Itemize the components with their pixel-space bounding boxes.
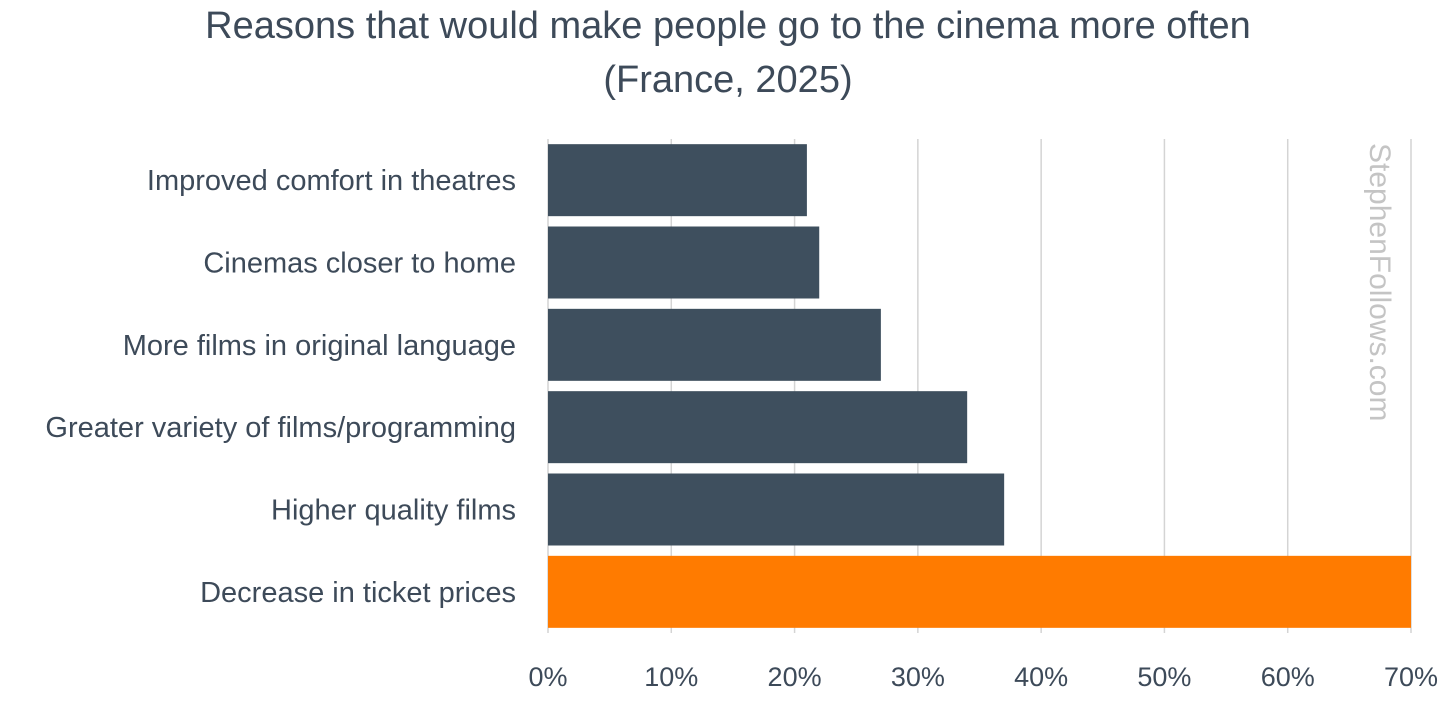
chart-title: Reasons that would make people go to the… xyxy=(205,5,1251,47)
category-label: Decrease in ticket prices xyxy=(200,577,516,609)
category-label: More films in original language xyxy=(123,330,516,362)
bars xyxy=(548,144,1411,628)
category-label: Greater variety of films/programming xyxy=(45,412,516,444)
grid-lines xyxy=(547,139,1412,633)
x-tick-label: 50% xyxy=(1137,662,1191,692)
x-tick-label: 0% xyxy=(528,662,567,692)
bar xyxy=(548,308,881,381)
watermark-text: StephenFollows.com xyxy=(1363,143,1396,421)
chart-subtitle: (France, 2025) xyxy=(603,59,853,101)
category-label: Improved comfort in theatres xyxy=(147,165,516,197)
bar xyxy=(548,473,1005,546)
category-labels: Improved comfort in theatres Cinemas clos… xyxy=(45,165,516,609)
x-tick-label: 30% xyxy=(891,662,945,692)
bar xyxy=(548,226,820,299)
category-label: Cinemas closer to home xyxy=(203,248,516,280)
bar xyxy=(548,391,968,464)
bar xyxy=(548,555,1411,628)
x-tick-label: 70% xyxy=(1384,662,1438,692)
category-label: Higher quality films xyxy=(271,495,516,527)
x-tick-label: 60% xyxy=(1261,662,1315,692)
x-tick-label: 10% xyxy=(644,662,698,692)
x-tick-label: 40% xyxy=(1014,662,1068,692)
x-axis-tick-labels: 0% 10% 20% 30% 40% 50% 60% 70% xyxy=(528,662,1438,692)
bar xyxy=(548,144,807,217)
x-tick-label: 20% xyxy=(768,662,822,692)
